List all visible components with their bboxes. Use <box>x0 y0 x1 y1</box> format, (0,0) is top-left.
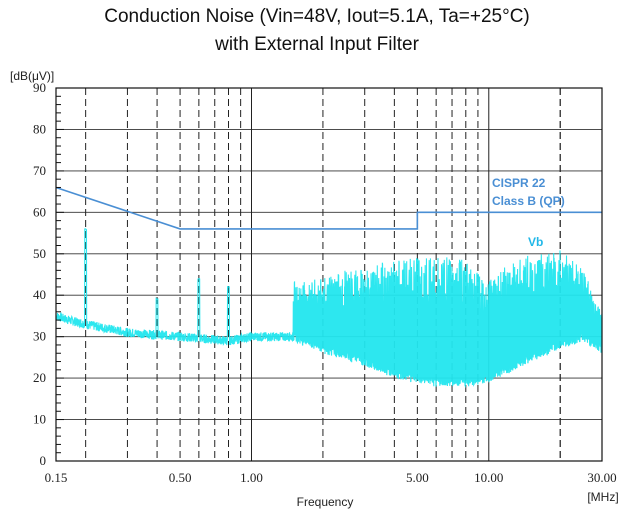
plot-frame <box>55 87 603 462</box>
y-tick-label-40: 40 <box>33 287 46 302</box>
x-tick-label-0.15: 0.15 <box>45 470 68 485</box>
y-tick-label-0: 0 <box>40 453 47 468</box>
y-tick-label-70: 70 <box>33 163 46 178</box>
y-tick-label-50: 50 <box>33 246 46 261</box>
y-tick-label-60: 60 <box>33 204 46 219</box>
chart-subtitle: with External Input Filter <box>215 34 419 55</box>
limit-label-line2: Class B (QP) <box>492 194 565 208</box>
y-tick-label-30: 30 <box>33 329 46 344</box>
x-tick-label-1: 1.00 <box>240 470 263 485</box>
x-tick-label-10: 10.00 <box>474 470 503 485</box>
y-axis-label: [dB(μV)] <box>10 69 54 83</box>
grid <box>56 87 602 461</box>
data-layer <box>55 186 603 388</box>
series-label-vb: Vb <box>528 235 543 249</box>
series-line-vb <box>55 228 603 388</box>
labels: [dB(μV)] Frequency [MHz] CISPR 22 Class … <box>10 69 619 509</box>
chart-title: Conduction Noise (Vin=48V, Iout=5.1A, Ta… <box>104 6 530 27</box>
x-tick-label-30: 30.00 <box>587 470 616 485</box>
y-tick-label-10: 10 <box>33 412 46 427</box>
y-tick-label-90: 90 <box>33 80 46 95</box>
x-tick-label-0.5: 0.50 <box>169 470 192 485</box>
y-tick-label-20: 20 <box>33 370 46 385</box>
x-axis-unit: [MHz] <box>587 490 618 504</box>
y-tick-label-80: 80 <box>33 121 46 136</box>
x-tick-label-5: 5.00 <box>406 470 429 485</box>
limit-line-cispr22 <box>55 186 602 230</box>
axes: 0 10 20 30 40 50 60 70 80 90 0.15 0.50 1.00 5.00 10.00… <box>33 80 617 485</box>
x-axis-label: Frequency <box>297 495 354 509</box>
limit-label-line1: CISPR 22 <box>492 176 546 190</box>
